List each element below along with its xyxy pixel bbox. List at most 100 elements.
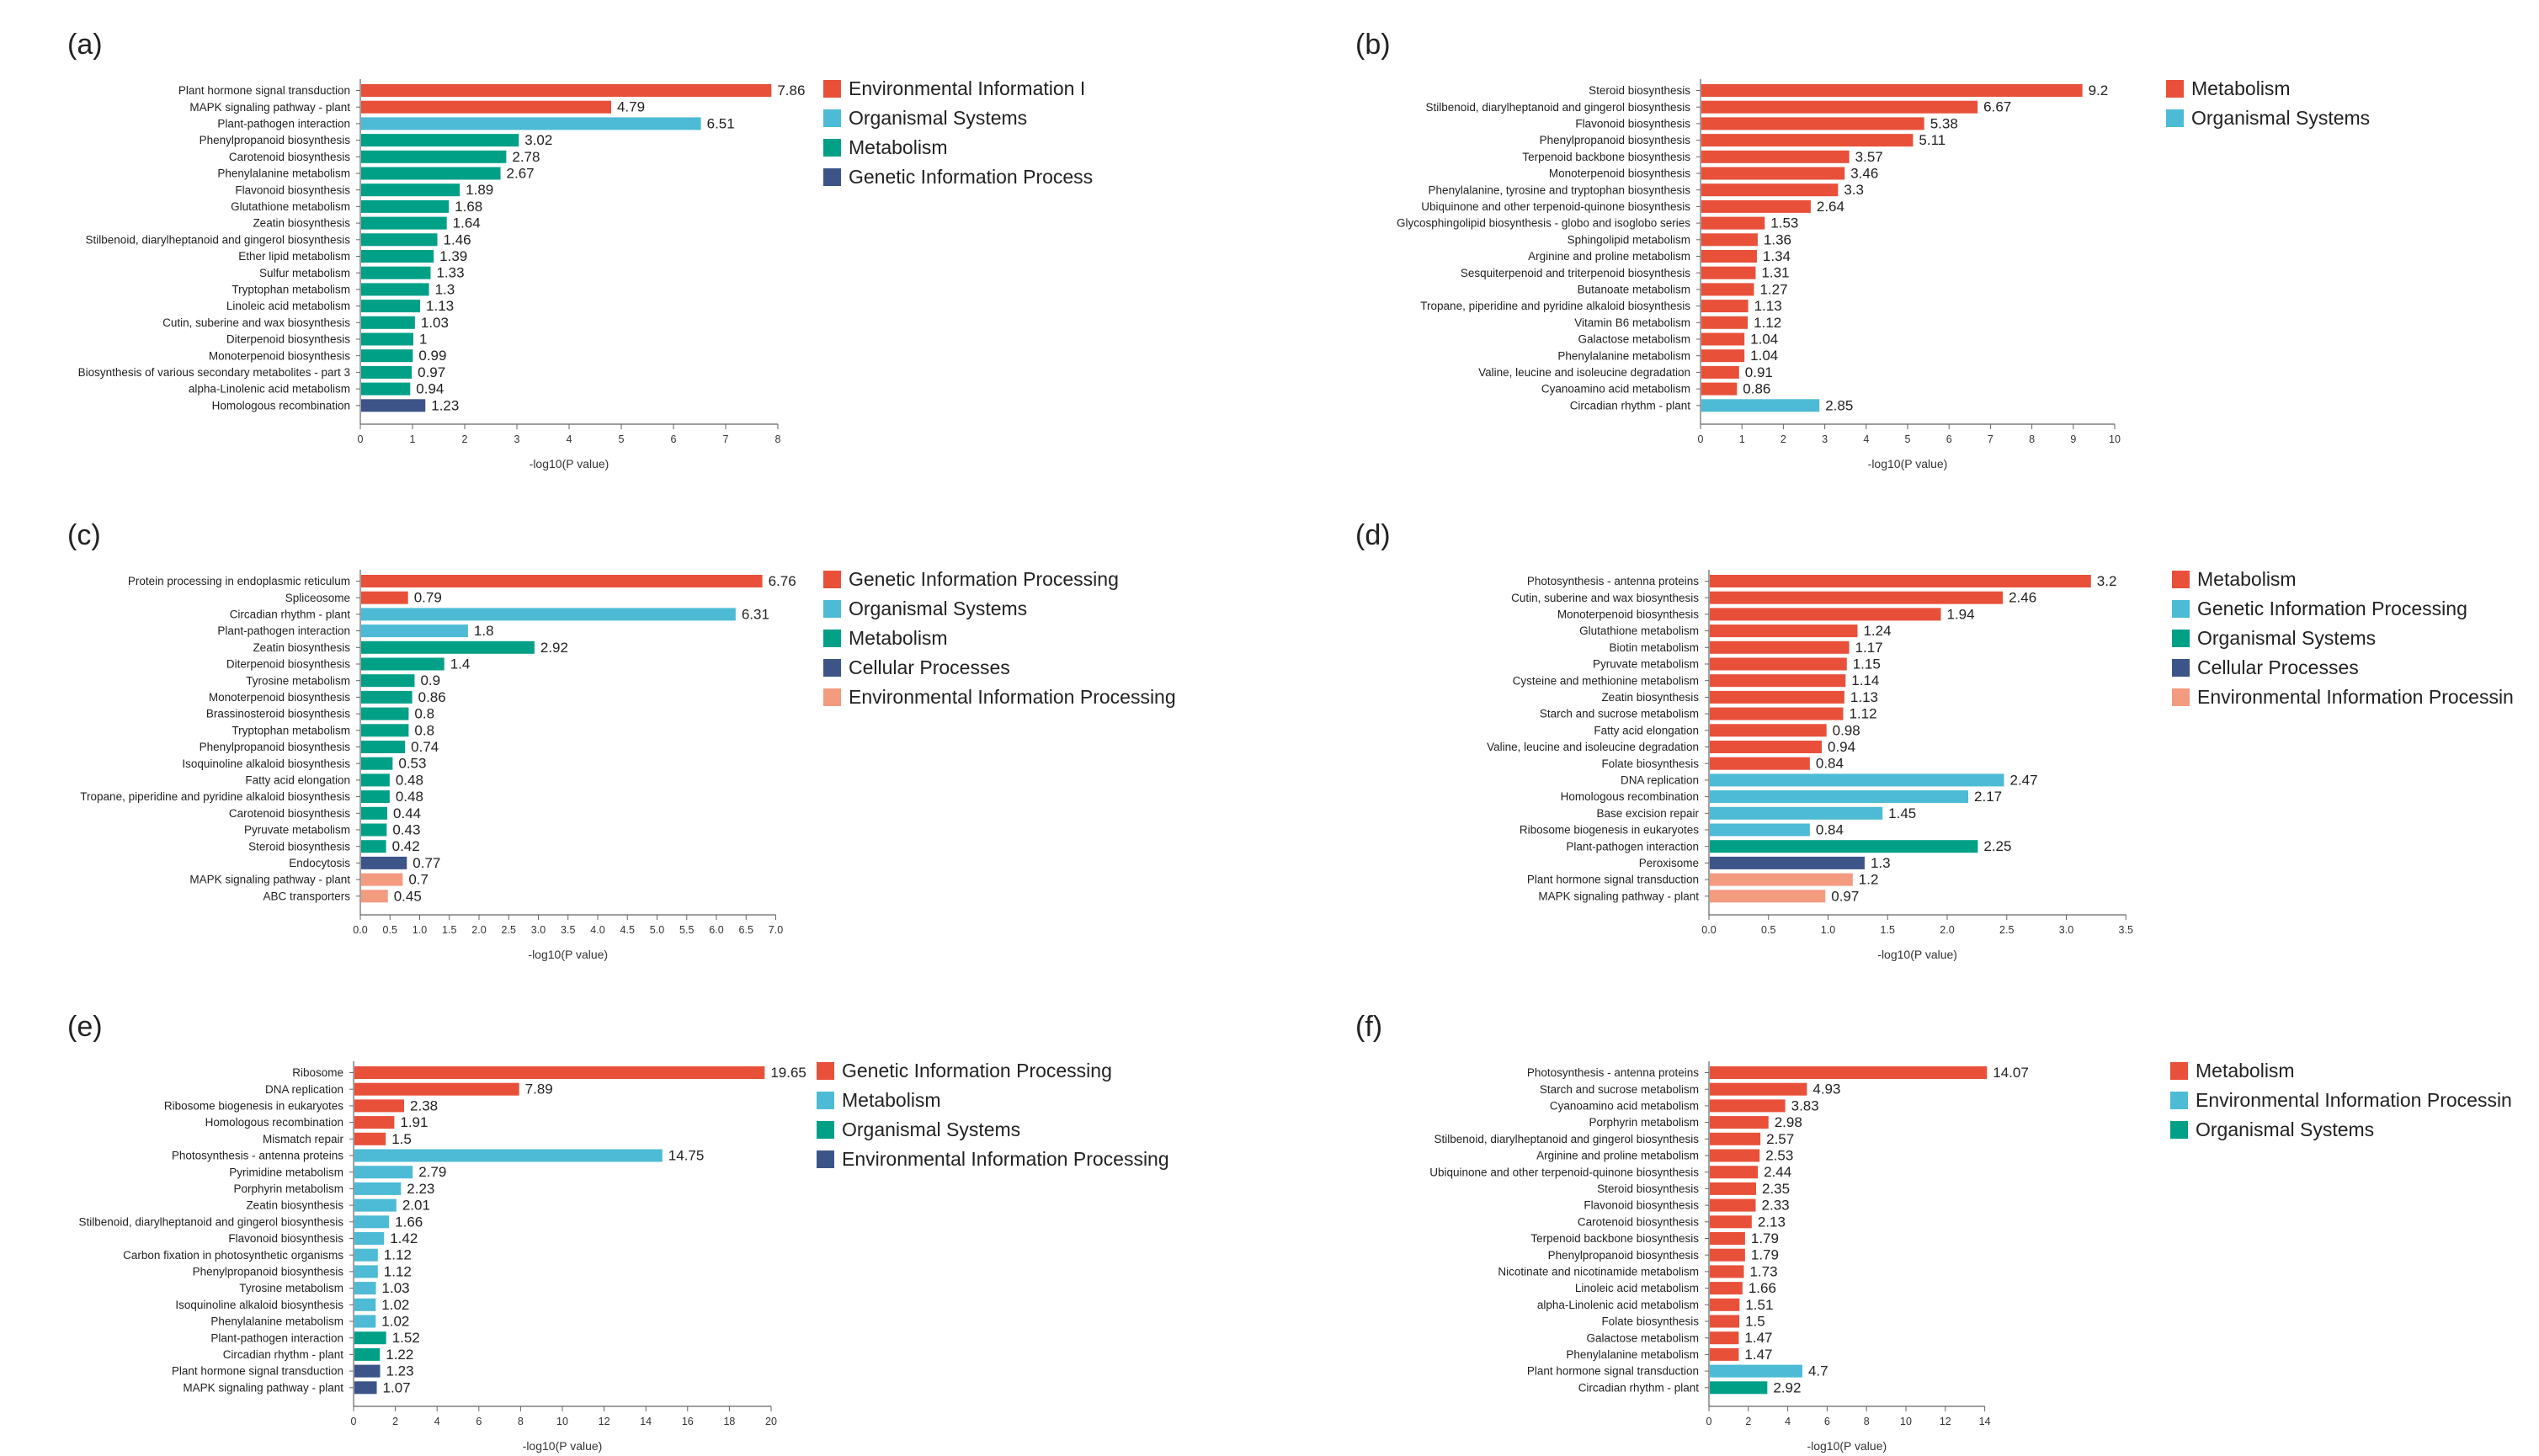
category-label: Flavonoid biosynthesis: [228, 1232, 343, 1245]
bar: [361, 250, 434, 263]
category-label: Valine, leucine and isoleucine degradati…: [1487, 741, 1699, 753]
legend-label: Cellular Processes: [2197, 656, 2359, 678]
category-label: Fatty acid elongation: [1594, 724, 1699, 736]
legend-swatch: [823, 80, 841, 98]
category-label: Phenylpropanoid biosynthesis: [1548, 1249, 1700, 1262]
category-label: Glycosphingolipid biosynthesis - globo a…: [1397, 217, 1690, 230]
x-tick-label: 1.5: [1881, 924, 1895, 936]
legend-label: Environmental Information Processin: [2196, 1089, 2512, 1111]
x-tick-label: 0.0: [353, 924, 367, 936]
category-label: Mismatch repair: [263, 1133, 344, 1145]
bar-value-label: 5.38: [1930, 115, 1958, 131]
bar: [354, 1282, 376, 1295]
bar: [1710, 1215, 1752, 1229]
category-label: Carotenoid biosynthesis: [1578, 1215, 1699, 1228]
category-label: Tropane, piperidine and pyridine alkaloi…: [1420, 300, 1690, 312]
category-label: Steroid biosynthesis: [1597, 1182, 1699, 1195]
bar: [1710, 1381, 1768, 1395]
x-tick-label: 8: [2029, 433, 2035, 445]
bar-value-label: 0.74: [411, 739, 439, 755]
category-label: Galactose metabolism: [1578, 333, 1690, 346]
category-label: Tropane, piperidine and pyridine alkaloi…: [80, 790, 350, 803]
x-tick-label: 5: [1905, 433, 1911, 445]
legend-label: Environmental Information Processin: [2197, 686, 2514, 708]
bar: [1710, 608, 1941, 621]
x-tick-label: 1.0: [413, 924, 427, 936]
x-tick-label: 1.0: [1821, 924, 1835, 936]
panel-label: (c): [67, 519, 101, 551]
bar: [1710, 640, 1850, 654]
legend-label: Metabolism: [849, 136, 948, 158]
x-tick-label: 8: [518, 1416, 524, 1427]
x-tick-label: 0: [1706, 1416, 1712, 1427]
bar-value-label: 0.98: [1833, 722, 1860, 738]
bar-value-label: 3.02: [524, 132, 552, 148]
bar: [361, 724, 409, 737]
bar: [361, 349, 413, 363]
category-label: Butanoate metabolism: [1578, 283, 1690, 295]
x-tick-label: 8: [775, 433, 781, 445]
category-label: Valine, leucine and isoleucine degradati…: [1478, 366, 1690, 379]
bar: [361, 690, 413, 704]
category-label: Photosynthesis - antenna proteins: [1527, 575, 1699, 587]
bar-value-label: 4.7: [1808, 1363, 1828, 1379]
bar-value-label: 1.68: [455, 199, 482, 215]
category-label: Glutathione metabolism: [231, 200, 350, 213]
category-label: Circadian rhythm - plant: [223, 1348, 344, 1361]
category-label: Nicotinate and nicotinamide metabolism: [1498, 1265, 1699, 1278]
bar-value-label: 1.73: [1749, 1263, 1777, 1279]
x-tick-label: 6.0: [709, 924, 723, 936]
bar-value-label: 1.14: [1851, 672, 1879, 688]
x-tick-label: 2.0: [1940, 924, 1954, 936]
bar-value-label: 2.38: [410, 1097, 438, 1113]
bar-value-label: 0.97: [1831, 888, 1859, 904]
x-tick-label: 10: [2109, 433, 2121, 445]
bar-value-label: 1: [419, 331, 427, 347]
bar-value-label: 1.33: [436, 265, 464, 281]
bar-value-label: 2.33: [1762, 1198, 1790, 1214]
bar: [354, 1082, 519, 1096]
bar: [361, 266, 431, 279]
bar: [361, 300, 421, 313]
category-label: Linoleic acid metabolism: [226, 300, 350, 312]
category-label: Porphyrin metabolism: [233, 1182, 343, 1195]
x-tick-label: 4: [567, 433, 572, 445]
bar-value-label: 1.13: [1850, 689, 1878, 705]
legend-swatch: [2172, 688, 2190, 706]
legend-label: Organismal Systems: [2196, 1119, 2374, 1140]
bar: [354, 1381, 377, 1395]
bar: [361, 890, 388, 903]
legend-label: Environmental Information Processing: [849, 686, 1176, 708]
bar: [361, 167, 501, 180]
category-label: Monoterpenoid biosynthesis: [1549, 167, 1690, 180]
bar: [354, 1132, 386, 1145]
category-label: Cutin, suberine and wax biosynthesis: [162, 316, 350, 329]
bar-value-label: 1.12: [1754, 315, 1781, 331]
bar-value-label: 0.48: [396, 772, 423, 788]
bar-value-label: 1.94: [1947, 606, 1975, 622]
category-label: Zeatin biosynthesis: [253, 217, 350, 230]
category-label: Pyruvate metabolism: [1593, 658, 1699, 671]
bar: [1701, 134, 1914, 147]
bar: [1710, 707, 1844, 720]
category-label: Circadian rhythm - plant: [230, 608, 351, 620]
x-tick-label: 12: [599, 1416, 610, 1427]
bar: [1710, 591, 2004, 604]
category-label: Biosynthesis of various secondary metabo…: [78, 366, 350, 379]
bar: [1701, 300, 1749, 313]
bar-value-label: 0.97: [418, 364, 445, 380]
bar: [361, 806, 388, 820]
bar: [361, 84, 772, 97]
panel-label: (b): [1355, 29, 1391, 61]
legend-label: Genetic Information Processing: [849, 568, 1119, 590]
bar: [361, 707, 409, 720]
legend-swatch: [823, 630, 841, 647]
bar-value-label: 1.66: [395, 1214, 423, 1230]
bar: [361, 199, 450, 213]
bar: [1710, 1149, 1760, 1162]
category-label: DNA replication: [1621, 773, 1699, 786]
legend-label: Metabolism: [2191, 77, 2291, 99]
bar-value-label: 0.7: [408, 872, 428, 888]
x-tick-label: 4.5: [620, 924, 635, 936]
category-label: MAPK signaling pathway - plant: [189, 101, 350, 114]
